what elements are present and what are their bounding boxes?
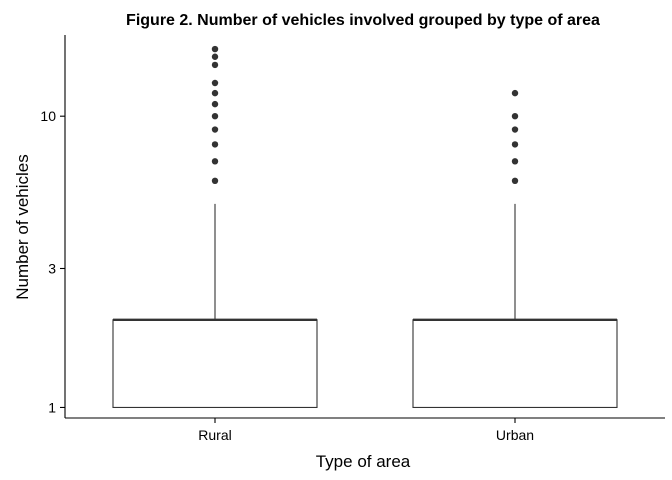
- outlier-point: [212, 113, 218, 119]
- x-tick-label: Rural: [198, 427, 231, 443]
- outlier-point: [212, 101, 218, 107]
- outlier-point: [212, 62, 218, 68]
- x-axis-ticks: Rural Urban: [198, 418, 534, 443]
- y-tick-label: 3: [48, 260, 56, 276]
- chart-title: Figure 2. Number of vehicles involved gr…: [126, 12, 600, 29]
- x-tick-label: Urban: [496, 427, 534, 443]
- outlier-point: [512, 126, 518, 132]
- x-axis-label: Type of area: [316, 452, 411, 471]
- outlier-point: [512, 158, 518, 164]
- y-axis-ticks: 1 3 10: [40, 108, 65, 415]
- outlier-point: [212, 158, 218, 164]
- y-axis-label: Number of vehicles: [13, 154, 32, 300]
- box-iqr: [113, 320, 317, 408]
- outlier-point: [212, 141, 218, 147]
- box-group-rural: [113, 46, 317, 408]
- outlier-point: [212, 80, 218, 86]
- y-tick-label: 10: [40, 108, 56, 124]
- plot-area: [113, 46, 617, 408]
- outlier-point: [512, 141, 518, 147]
- outlier-point: [212, 54, 218, 60]
- y-tick-label: 1: [48, 399, 56, 415]
- outlier-point: [212, 178, 218, 184]
- box-group-urban: [413, 90, 617, 408]
- outlier-point: [212, 46, 218, 52]
- outlier-point: [212, 126, 218, 132]
- outlier-point: [212, 90, 218, 96]
- outlier-point: [512, 178, 518, 184]
- outlier-point: [512, 90, 518, 96]
- box-iqr: [413, 320, 617, 408]
- outlier-point: [512, 113, 518, 119]
